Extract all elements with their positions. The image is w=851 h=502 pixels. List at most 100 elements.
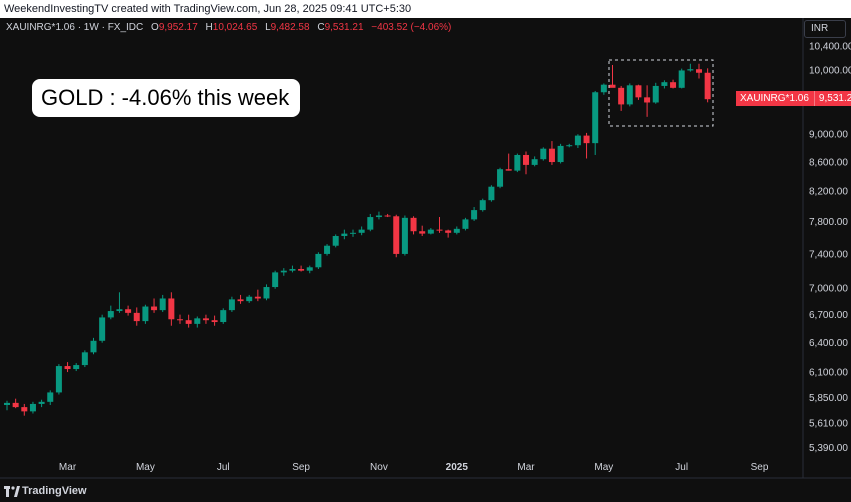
candle[interactable] <box>678 68 685 89</box>
candle[interactable] <box>350 229 356 237</box>
candle[interactable] <box>315 252 322 269</box>
candle[interactable] <box>237 294 244 304</box>
tradingview-logo-icon[interactable] <box>4 486 20 497</box>
candle[interactable] <box>272 270 279 289</box>
candle[interactable] <box>592 90 599 155</box>
selection-rectangle[interactable] <box>608 59 714 127</box>
candle[interactable] <box>133 307 140 326</box>
candle[interactable] <box>410 216 417 235</box>
candle[interactable] <box>116 292 123 313</box>
candle[interactable] <box>64 362 71 373</box>
candle[interactable] <box>289 265 296 273</box>
candle[interactable] <box>29 401 36 414</box>
candle[interactable] <box>125 305 132 316</box>
candle[interactable] <box>246 294 253 303</box>
candle[interactable] <box>12 398 19 409</box>
candle[interactable] <box>211 315 218 326</box>
candle[interactable] <box>548 141 555 165</box>
candle[interactable] <box>298 265 305 272</box>
candle[interactable] <box>704 68 711 103</box>
candle-body <box>531 159 538 165</box>
candle[interactable] <box>453 226 460 235</box>
candle[interactable] <box>600 83 607 95</box>
candle[interactable] <box>471 207 478 221</box>
candle[interactable] <box>159 294 166 312</box>
candle[interactable] <box>609 64 616 88</box>
legend-low-value: 9,482.58 <box>270 22 310 33</box>
candle[interactable] <box>635 84 642 100</box>
candle[interactable] <box>47 390 54 405</box>
candle[interactable] <box>358 226 365 236</box>
candle[interactable] <box>55 364 62 395</box>
candle[interactable] <box>194 316 201 328</box>
candle[interactable] <box>583 132 590 159</box>
candle[interactable] <box>670 79 677 89</box>
candle[interactable] <box>427 228 434 235</box>
footer-brand[interactable]: TradingView <box>22 485 87 497</box>
candle[interactable] <box>626 83 633 107</box>
candle[interactable] <box>514 153 521 173</box>
candle[interactable] <box>375 211 382 220</box>
candle[interactable] <box>488 185 495 202</box>
candle[interactable] <box>540 147 547 161</box>
candle-body <box>29 403 36 412</box>
candle[interactable] <box>618 85 625 111</box>
candle[interactable] <box>177 314 183 324</box>
candle[interactable] <box>505 153 512 171</box>
candle[interactable] <box>99 314 106 343</box>
candle[interactable] <box>523 151 529 175</box>
candle[interactable] <box>151 298 158 313</box>
candle[interactable] <box>263 284 270 301</box>
price-axis[interactable]: 10,400.00 10,000.00 9,000.00 8,600.00 8,200.… <box>802 18 851 478</box>
candle[interactable] <box>280 268 287 276</box>
candle[interactable] <box>557 143 564 164</box>
candle[interactable] <box>332 234 339 248</box>
candle[interactable] <box>185 314 192 328</box>
candle[interactable] <box>393 214 400 258</box>
candle[interactable] <box>652 82 659 104</box>
candle[interactable] <box>384 213 391 218</box>
annotation-callout[interactable]: GOLD : -4.06% this week <box>32 79 300 117</box>
candle[interactable] <box>462 217 469 231</box>
candle[interactable] <box>687 63 694 72</box>
candle[interactable] <box>436 217 443 233</box>
candle[interactable] <box>341 229 348 240</box>
candle[interactable] <box>419 225 426 237</box>
candle[interactable] <box>497 167 504 189</box>
time-tick-label: 2025 <box>446 462 469 473</box>
candle[interactable] <box>696 63 702 79</box>
candle[interactable] <box>168 292 175 326</box>
candle-body <box>626 85 633 105</box>
candle[interactable] <box>73 363 80 372</box>
candle[interactable] <box>306 265 313 274</box>
candle[interactable] <box>479 198 486 212</box>
candle[interactable] <box>107 305 114 320</box>
candle[interactable] <box>661 80 668 89</box>
candle-body <box>600 84 607 93</box>
candle[interactable] <box>4 400 10 411</box>
candle[interactable] <box>202 314 209 324</box>
price-tick-label: 5,610.00 <box>809 419 848 430</box>
candle[interactable] <box>254 289 261 302</box>
candle-body <box>514 154 521 171</box>
candle[interactable] <box>574 134 581 148</box>
candle[interactable] <box>38 399 45 408</box>
candle[interactable] <box>644 85 651 117</box>
candle[interactable] <box>445 229 452 238</box>
candle[interactable] <box>21 403 28 416</box>
candle[interactable] <box>566 143 573 148</box>
candle[interactable] <box>220 308 227 324</box>
candle[interactable] <box>142 304 149 324</box>
candle[interactable] <box>228 296 235 312</box>
candle[interactable] <box>367 213 374 232</box>
candle[interactable] <box>531 156 538 167</box>
candle-body <box>548 148 555 163</box>
legend-symbol[interactable]: XAUINRG*1.06 · 1W · FX_IDC <box>6 22 144 33</box>
candle[interactable] <box>90 337 97 355</box>
time-axis[interactable]: Mar May Jul Sep Nov 2025 Mar May Jul Sep <box>0 462 851 479</box>
candle[interactable] <box>81 350 88 368</box>
candle[interactable] <box>401 215 408 256</box>
candle[interactable] <box>324 244 331 256</box>
currency-selector[interactable]: INR <box>804 20 846 38</box>
